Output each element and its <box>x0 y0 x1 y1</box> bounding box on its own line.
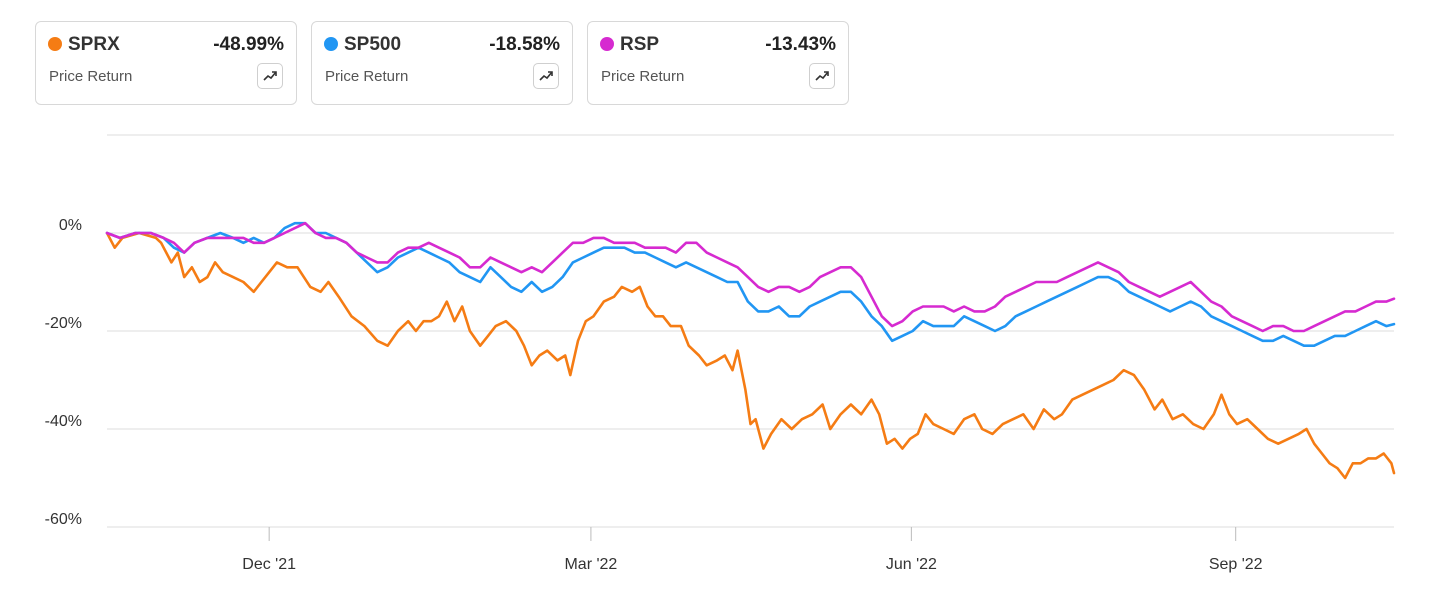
price-change: -18.58% <box>489 34 560 55</box>
chart-type-button[interactable] <box>809 63 835 89</box>
series-line-sp500 <box>105 221 1396 348</box>
series-line-sprx <box>105 231 1396 480</box>
x-tick-label: Jun '22 <box>886 556 937 573</box>
trending-up-icon <box>263 71 277 81</box>
price-change: -13.43% <box>765 34 836 55</box>
legend-card-sp500[interactable]: SP500 -18.58% Price Return <box>311 21 573 105</box>
series-color-dot <box>48 37 62 51</box>
series-line-rsp <box>105 221 1396 333</box>
legend-card-rsp[interactable]: RSP -13.43% Price Return <box>587 21 849 105</box>
y-tick-label: -40% <box>45 413 82 430</box>
x-tick-label: Sep '22 <box>1209 556 1263 573</box>
return-type-label: Price Return <box>325 68 409 85</box>
y-tick-label: -20% <box>45 315 82 332</box>
legend-cards: SPRX -48.99% Price Return SP500 -18.58% … <box>35 21 849 105</box>
trending-up-icon <box>815 71 829 81</box>
series-color-dot <box>600 37 614 51</box>
ticker-label: SPRX <box>68 34 120 55</box>
price-change: -48.99% <box>213 34 284 55</box>
y-tick-label: -60% <box>45 511 82 528</box>
chart-type-button[interactable] <box>533 63 559 89</box>
x-tick-label: Mar '22 <box>564 556 617 573</box>
ticker-label: RSP <box>620 34 660 55</box>
chart-type-button[interactable] <box>257 63 283 89</box>
x-tick-label: Dec '21 <box>242 556 296 573</box>
legend-card-sprx[interactable]: SPRX -48.99% Price Return <box>35 21 297 105</box>
series-color-dot <box>324 37 338 51</box>
return-type-label: Price Return <box>601 68 685 85</box>
trending-up-icon <box>539 71 553 81</box>
return-type-label: Price Return <box>49 68 133 85</box>
y-tick-label: 0% <box>59 217 82 234</box>
ticker-label: SP500 <box>344 34 402 55</box>
